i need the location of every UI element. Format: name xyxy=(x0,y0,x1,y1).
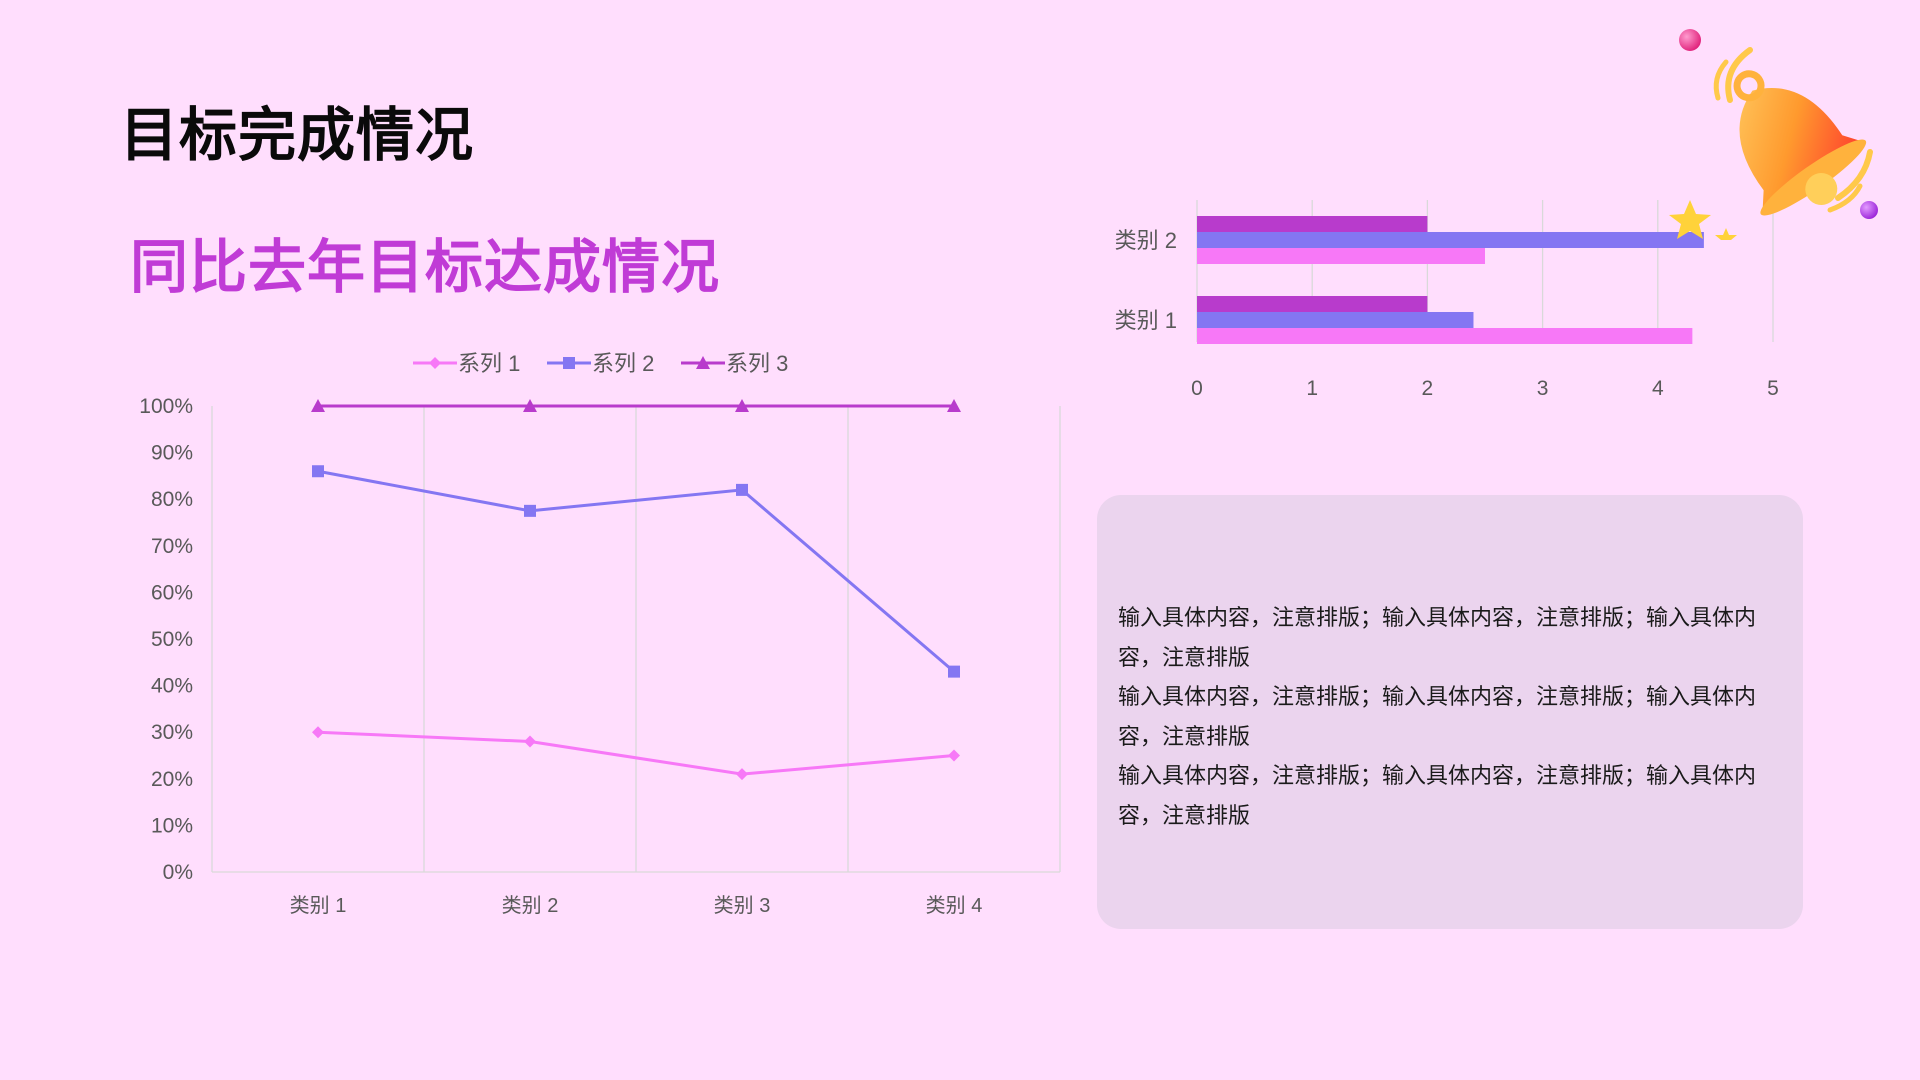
bar xyxy=(1197,296,1428,312)
text-paragraph: 输入具体内容，注意排版；输入具体内容，注意排版；输入具体内容，注意排版 xyxy=(1118,606,1757,671)
x-tick-label: 类别 3 xyxy=(714,894,771,917)
data-point xyxy=(523,399,537,412)
line-chart: 0% 10% 20% 30% 40% 50% 60% 70% 80% 90% 100% 类别 1 类别 … xyxy=(139,351,1061,917)
x-tick-label: 类别 4 xyxy=(926,894,983,917)
bar xyxy=(1197,312,1474,328)
x-tick-label: 4 xyxy=(1652,377,1664,400)
decor-ball xyxy=(1679,29,1701,51)
slide-title: 目标完成情况 xyxy=(120,101,475,169)
y-tick-label: 90% xyxy=(151,442,193,465)
legend-marker xyxy=(696,356,710,369)
data-point xyxy=(948,749,960,762)
bar xyxy=(1197,328,1693,344)
data-point xyxy=(736,768,748,781)
data-point xyxy=(311,399,325,412)
data-point xyxy=(312,726,324,739)
data-point xyxy=(947,399,961,412)
y-tick-label: 80% xyxy=(151,488,193,511)
series-line xyxy=(317,730,955,776)
bar xyxy=(1197,248,1485,264)
legend-marker xyxy=(563,357,575,369)
bell-icon xyxy=(1669,29,1878,240)
y-tick-label: 60% xyxy=(151,581,193,604)
data-point xyxy=(524,735,536,748)
x-tick-label: 1 xyxy=(1306,377,1318,400)
data-point xyxy=(312,465,324,478)
y-tick-label: 类别 1 xyxy=(1115,308,1177,333)
decor-ball xyxy=(1860,201,1878,219)
x-tick-label: 5 xyxy=(1767,377,1779,400)
x-tick-label: 3 xyxy=(1537,377,1549,400)
data-point xyxy=(735,399,749,412)
slide-subtitle: 同比去年目标达成情况 xyxy=(130,233,721,301)
y-tick-label: 100% xyxy=(139,395,193,418)
bar xyxy=(1197,232,1704,248)
legend-label: 系列 3 xyxy=(726,351,788,376)
y-tick-label: 40% xyxy=(151,675,193,698)
text-paragraph: 输入具体内容，注意排版；输入具体内容，注意排版；输入具体内容，注意排版 xyxy=(1118,764,1757,829)
x-tick-label: 类别 1 xyxy=(290,894,347,917)
y-tick-label: 30% xyxy=(151,721,193,744)
y-tick-label: 50% xyxy=(151,628,193,651)
data-point xyxy=(948,665,960,678)
text-box: 输入具体内容，注意排版；输入具体内容，注意排版；输入具体内容，注意排版 输入具体… xyxy=(1097,495,1803,929)
bar-chart: 0 1 2 3 4 5 类别 1 类别 2 xyxy=(1115,200,1779,400)
x-tick-label: 0 xyxy=(1191,377,1203,400)
x-tick-label: 2 xyxy=(1422,377,1434,400)
legend-label: 系列 1 xyxy=(458,351,520,376)
text-paragraph: 输入具体内容，注意排版；输入具体内容，注意排版；输入具体内容，注意排版 xyxy=(1118,685,1757,750)
y-tick-label: 10% xyxy=(151,814,193,837)
data-point xyxy=(736,483,748,496)
bar xyxy=(1197,216,1428,232)
y-tick-label: 0% xyxy=(163,861,193,884)
x-tick-label: 类别 2 xyxy=(502,894,559,917)
y-tick-label: 20% xyxy=(151,768,193,791)
legend-label: 系列 2 xyxy=(592,351,654,376)
y-tick-label: 70% xyxy=(151,535,193,558)
series-line xyxy=(317,469,955,673)
legend-marker xyxy=(429,357,441,369)
y-tick-label: 类别 2 xyxy=(1115,228,1177,253)
data-point xyxy=(524,504,536,517)
